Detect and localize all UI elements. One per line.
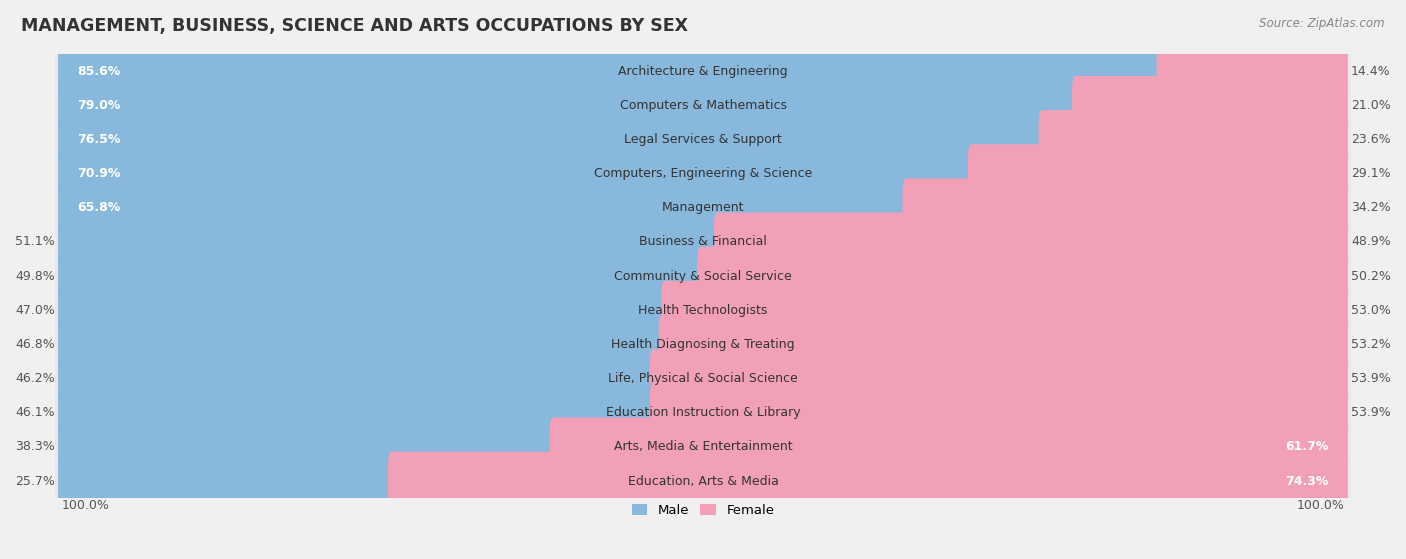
Text: Education Instruction & Library: Education Instruction & Library [606,406,800,419]
FancyBboxPatch shape [53,336,1353,421]
FancyBboxPatch shape [53,165,1353,250]
Text: 23.6%: 23.6% [1351,133,1391,146]
FancyBboxPatch shape [53,302,1353,387]
FancyBboxPatch shape [58,110,1348,169]
Text: Architecture & Engineering: Architecture & Engineering [619,65,787,78]
Text: Life, Physical & Social Science: Life, Physical & Social Science [609,372,797,385]
Text: 48.9%: 48.9% [1351,235,1391,248]
Text: 25.7%: 25.7% [15,475,55,487]
FancyBboxPatch shape [58,315,1348,374]
Text: 29.1%: 29.1% [1351,167,1391,180]
FancyBboxPatch shape [58,418,1348,476]
Text: Management: Management [662,201,744,214]
FancyBboxPatch shape [650,349,1348,408]
Text: 53.9%: 53.9% [1351,372,1391,385]
Text: Health Technologists: Health Technologists [638,304,768,317]
Text: 74.3%: 74.3% [1285,475,1329,487]
Text: 85.6%: 85.6% [77,65,121,78]
FancyBboxPatch shape [650,383,1348,442]
FancyBboxPatch shape [58,383,657,442]
Text: 14.4%: 14.4% [1351,65,1391,78]
Text: 21.0%: 21.0% [1351,99,1391,112]
FancyBboxPatch shape [58,42,1348,101]
FancyBboxPatch shape [58,383,1348,442]
Text: 53.9%: 53.9% [1351,406,1391,419]
FancyBboxPatch shape [58,212,1348,271]
Text: 34.2%: 34.2% [1351,201,1391,214]
Text: 47.0%: 47.0% [15,304,55,317]
Text: 70.9%: 70.9% [77,167,121,180]
Legend: Male, Female: Male, Female [626,499,780,523]
FancyBboxPatch shape [58,452,1348,510]
Text: Business & Financial: Business & Financial [640,235,766,248]
Text: Arts, Media & Entertainment: Arts, Media & Entertainment [613,440,793,453]
FancyBboxPatch shape [58,349,658,408]
Text: 53.2%: 53.2% [1351,338,1391,351]
FancyBboxPatch shape [697,247,1348,305]
FancyBboxPatch shape [53,404,1353,490]
Text: 100.0%: 100.0% [1296,500,1344,513]
FancyBboxPatch shape [53,131,1353,216]
FancyBboxPatch shape [58,178,1348,237]
Text: 53.0%: 53.0% [1351,304,1391,317]
Text: 38.3%: 38.3% [15,440,55,453]
Text: 61.7%: 61.7% [1285,440,1329,453]
Text: 50.2%: 50.2% [1351,269,1391,283]
FancyBboxPatch shape [53,234,1353,319]
FancyBboxPatch shape [58,178,910,237]
FancyBboxPatch shape [53,97,1353,182]
Text: 51.1%: 51.1% [15,235,55,248]
Text: Legal Services & Support: Legal Services & Support [624,133,782,146]
FancyBboxPatch shape [58,349,1348,408]
FancyBboxPatch shape [903,178,1348,237]
FancyBboxPatch shape [58,212,720,271]
FancyBboxPatch shape [58,144,1348,203]
FancyBboxPatch shape [58,144,974,203]
Text: 100.0%: 100.0% [62,500,110,513]
Text: Health Diagnosing & Treating: Health Diagnosing & Treating [612,338,794,351]
FancyBboxPatch shape [53,370,1353,456]
FancyBboxPatch shape [53,29,1353,114]
FancyBboxPatch shape [1039,110,1348,169]
Text: Source: ZipAtlas.com: Source: ZipAtlas.com [1260,17,1385,30]
Text: Education, Arts & Media: Education, Arts & Media [627,475,779,487]
FancyBboxPatch shape [967,144,1348,203]
Text: 65.8%: 65.8% [77,201,121,214]
Text: Community & Social Service: Community & Social Service [614,269,792,283]
FancyBboxPatch shape [58,76,1078,135]
Text: 79.0%: 79.0% [77,99,121,112]
FancyBboxPatch shape [53,268,1353,353]
Text: 46.8%: 46.8% [15,338,55,351]
FancyBboxPatch shape [53,199,1353,285]
FancyBboxPatch shape [58,452,395,510]
FancyBboxPatch shape [58,110,1046,169]
FancyBboxPatch shape [53,63,1353,148]
FancyBboxPatch shape [661,281,1348,340]
Text: Computers & Mathematics: Computers & Mathematics [620,99,786,112]
FancyBboxPatch shape [58,281,1348,340]
FancyBboxPatch shape [58,418,557,476]
FancyBboxPatch shape [53,438,1353,524]
FancyBboxPatch shape [58,281,668,340]
FancyBboxPatch shape [1071,76,1348,135]
Text: 46.2%: 46.2% [15,372,55,385]
Text: MANAGEMENT, BUSINESS, SCIENCE AND ARTS OCCUPATIONS BY SEX: MANAGEMENT, BUSINESS, SCIENCE AND ARTS O… [21,17,688,35]
FancyBboxPatch shape [714,212,1348,271]
FancyBboxPatch shape [58,42,1163,101]
FancyBboxPatch shape [1157,42,1348,101]
FancyBboxPatch shape [658,315,1348,374]
FancyBboxPatch shape [550,418,1348,476]
FancyBboxPatch shape [388,452,1348,510]
FancyBboxPatch shape [58,247,703,305]
FancyBboxPatch shape [58,315,665,374]
Text: 76.5%: 76.5% [77,133,121,146]
Text: Computers, Engineering & Science: Computers, Engineering & Science [593,167,813,180]
Text: 46.1%: 46.1% [15,406,55,419]
FancyBboxPatch shape [58,247,1348,305]
FancyBboxPatch shape [58,76,1348,135]
Text: 49.8%: 49.8% [15,269,55,283]
